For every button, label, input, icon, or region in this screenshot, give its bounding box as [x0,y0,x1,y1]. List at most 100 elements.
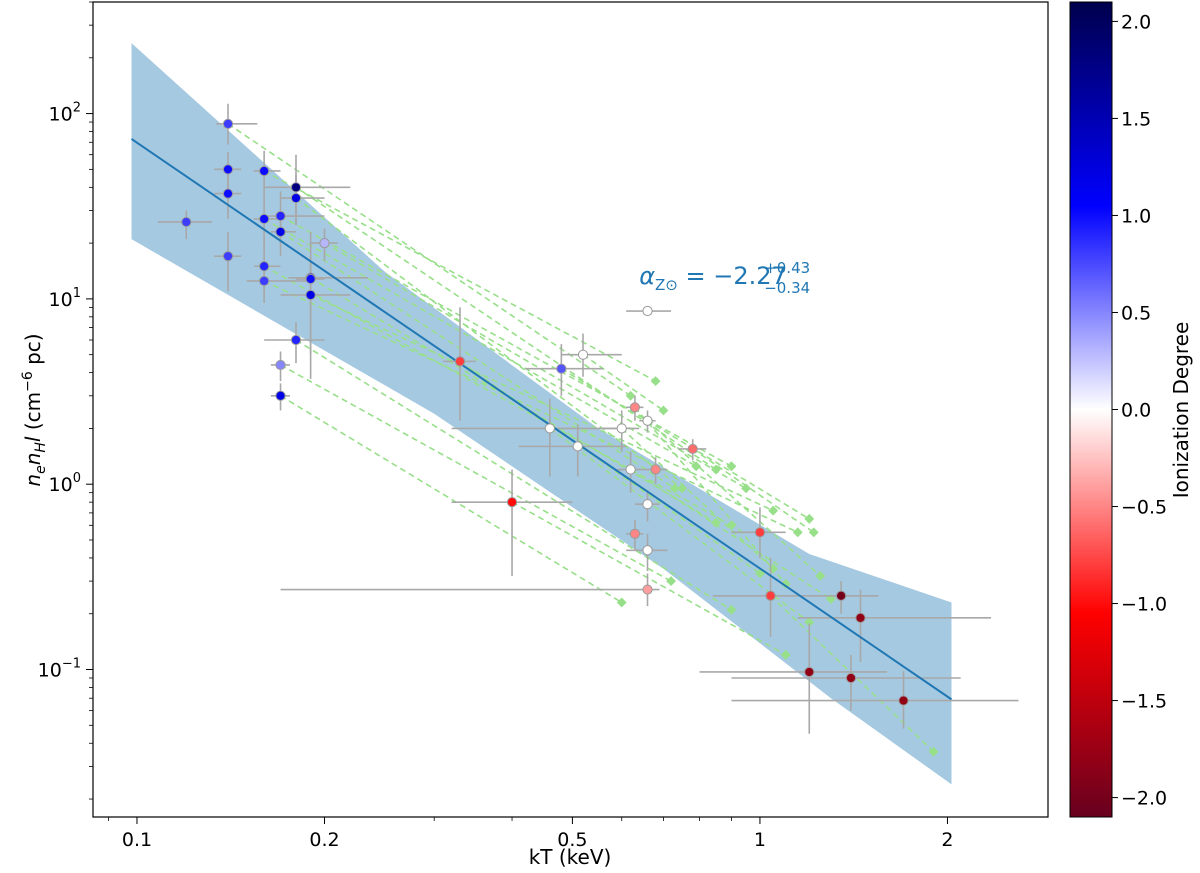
data-point-39 [804,666,815,678]
plot-frame [92,1,1049,818]
colorbar-gradient [1069,1,1113,818]
data-point-35 [650,464,661,475]
data-point-24 [572,441,583,452]
y-tick-label-1: 100 [49,471,81,496]
data-point-7 [259,261,270,272]
y-tick-label-3: 102 [49,101,81,126]
projection-line-15 [560,368,810,520]
projection-marker-12 [726,604,737,615]
data-point-28 [629,402,641,413]
fit-line [130,138,953,701]
data-point-27 [625,464,636,475]
data-point-12 [290,192,302,204]
projection-line-22 [511,501,787,656]
annotation-upper-error: +0.43 [764,259,810,277]
colorbar-tick-label-3: 0.5 [1121,302,1151,324]
projection-line-6 [280,231,676,489]
x-tick-label-3: 1 [754,829,766,851]
data-point-14 [305,273,316,285]
projection-marker-0 [625,390,636,401]
data-point-16 [319,237,330,249]
data-point-3 [222,188,234,199]
projection-marker-16 [780,578,791,589]
x-tick-label-0: 0.1 [122,829,152,851]
data-point-4 [222,251,234,262]
projection-marker-19 [658,405,669,416]
y-tick-label-0: 10−1 [38,657,81,682]
data-point-21 [506,497,518,508]
projection-line-7 [324,242,747,490]
data-point-11 [290,182,302,193]
projection-line-18 [621,427,774,570]
projection-line-14 [280,395,623,604]
colorbar: 2.0 1.5 1.0 0.5 0.0 −0.5 −1.0 −1.5 −2.0 Ionizati… [1069,1,1193,818]
data-point-31 [642,415,653,426]
plot-area [130,43,1019,785]
data-point-37 [754,527,766,538]
projection-line-11 [263,280,799,534]
x-tick-label-2: 0.5 [557,829,587,851]
fit-confidence-band [131,43,952,785]
data-point-41 [845,672,857,684]
fit-slope-annotation: αZ⊙ = −2.27 [639,262,787,294]
colorbar-tick-label-2: 1.0 [1121,205,1151,227]
y-tick-label-2: 101 [49,286,81,311]
data-point-32 [642,499,653,510]
data-point-23 [556,363,567,374]
colorbar-tick-label-5: −0.5 [1121,497,1167,519]
data-point-40 [836,590,847,601]
projection-marker-20 [804,617,815,628]
projection-marker-4 [711,464,721,475]
data-point-43 [898,695,909,706]
colorbar-tick-label-7: −1.5 [1121,691,1167,713]
projection-marker-14 [616,597,627,608]
colorbar-label: Ionization Degree [1169,322,1193,499]
projection-marker-24 [808,527,819,538]
projection-line-12 [295,339,732,611]
projection-marker-6 [669,483,680,494]
x-axis-label: kT (keV) [529,845,612,869]
data-point-17 [290,334,302,346]
data-point-5 [259,165,270,177]
projection-marker-1 [650,376,661,387]
colorbar-ticks: 2.0 1.5 1.0 0.5 0.0 −0.5 −1.0 −1.5 −2.0 [1112,11,1167,810]
colorbar-tick-label-4: 0.0 [1121,400,1151,422]
x-tick-label-1: 0.2 [309,829,339,851]
data-point-9 [275,210,286,222]
projection-marker-25 [928,746,939,757]
data-points [181,118,909,706]
colorbar-tick-label-0: 2.0 [1121,11,1151,33]
projection-line-24 [692,448,815,533]
data-point-30 [642,305,653,317]
data-point-42 [855,612,866,623]
data-point-19 [275,390,286,401]
projection-line-13 [280,364,672,582]
projection-marker-9 [768,505,779,516]
data-point-20 [454,356,466,367]
projection-line-1 [263,170,656,382]
data-point-22 [544,423,555,434]
data-point-29 [629,528,641,539]
data-point-6 [259,213,270,225]
projection-marker-13 [666,576,677,587]
data-point-1 [222,118,234,129]
projection-line-20 [549,427,810,623]
data-point-15 [305,289,316,301]
data-point-38 [765,590,776,601]
data-point-0 [181,216,192,228]
projection-marker-8 [711,517,721,528]
projection-line-0 [227,123,632,397]
y-axis-ticks: 10−1 100 101 102 [38,1,93,800]
annotation-lower-error: −0.34 [764,279,810,297]
projection-marker-17 [815,570,826,581]
data-point-10 [275,226,286,237]
projection-line-19 [582,354,664,412]
data-point-33 [642,545,653,556]
colorbar-tick-label-1: 1.5 [1121,108,1151,130]
projection-marker-7 [741,483,752,494]
data-point-2 [222,164,234,175]
colorbar-tick-label-6: −1.0 [1121,594,1167,616]
data-point-18 [275,359,286,371]
projection-marker-11 [792,527,803,538]
